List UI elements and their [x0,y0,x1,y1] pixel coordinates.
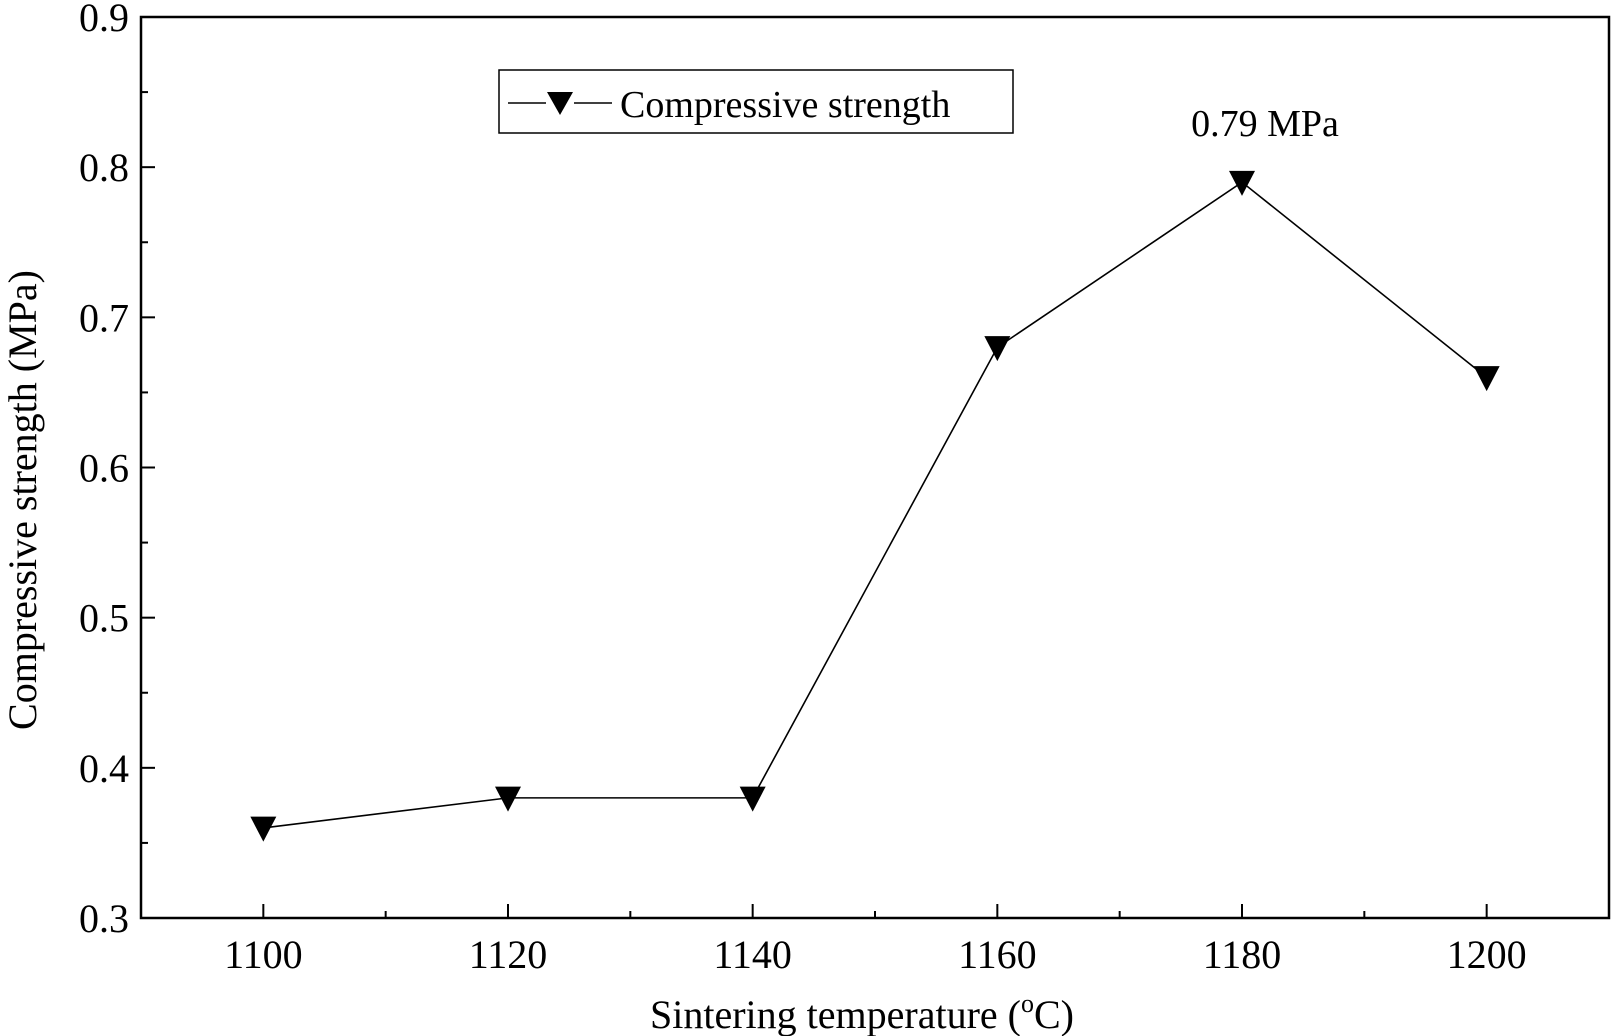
plot-frame [139,15,1611,920]
annotation-peak: 0.79 MPa [1191,103,1339,145]
data-point [1473,366,1500,392]
x-tick-label: 1180 [1203,932,1282,977]
y-tick-label: 0.7 [79,295,129,340]
x-axis-title: Sintering temperature (oC) [650,989,1074,1036]
data-point [250,816,277,842]
y-tick-label: 0.9 [79,0,129,40]
data-point [739,786,766,812]
y-tick-label: 0.3 [79,896,129,941]
x-axis-title-superscript: o [1021,989,1034,1018]
x-tick-label: 1200 [1447,932,1527,977]
series-line [263,181,1488,829]
y-tick-label: 0.8 [79,145,129,190]
legend-label: Compressive strength [620,84,950,126]
y-tick-label: 0.5 [79,596,129,641]
legend-box [498,69,1014,134]
y-axis: 0.3 0.4 0.5 0.6 0.7 0.8 0.9 [79,0,155,941]
y-tick-label: 0.4 [79,746,129,791]
x-tick-label: 1140 [713,932,792,977]
data-point [495,786,521,812]
x-tick-label: 1100 [224,932,303,977]
data-point [1229,170,1255,196]
legend-marker [547,92,573,115]
y-axis-title: Compressive strength (MPa) [0,270,45,730]
x-tick-label: 1160 [958,932,1037,977]
x-tick-label: 1120 [469,932,548,977]
legend: Compressive strength [498,69,1014,134]
series-layer [250,170,1500,842]
y-tick-label: 0.6 [79,446,129,491]
x-axis: 1100 1120 1140 1160 1180 1200 [224,904,1527,977]
data-point [984,336,1011,362]
